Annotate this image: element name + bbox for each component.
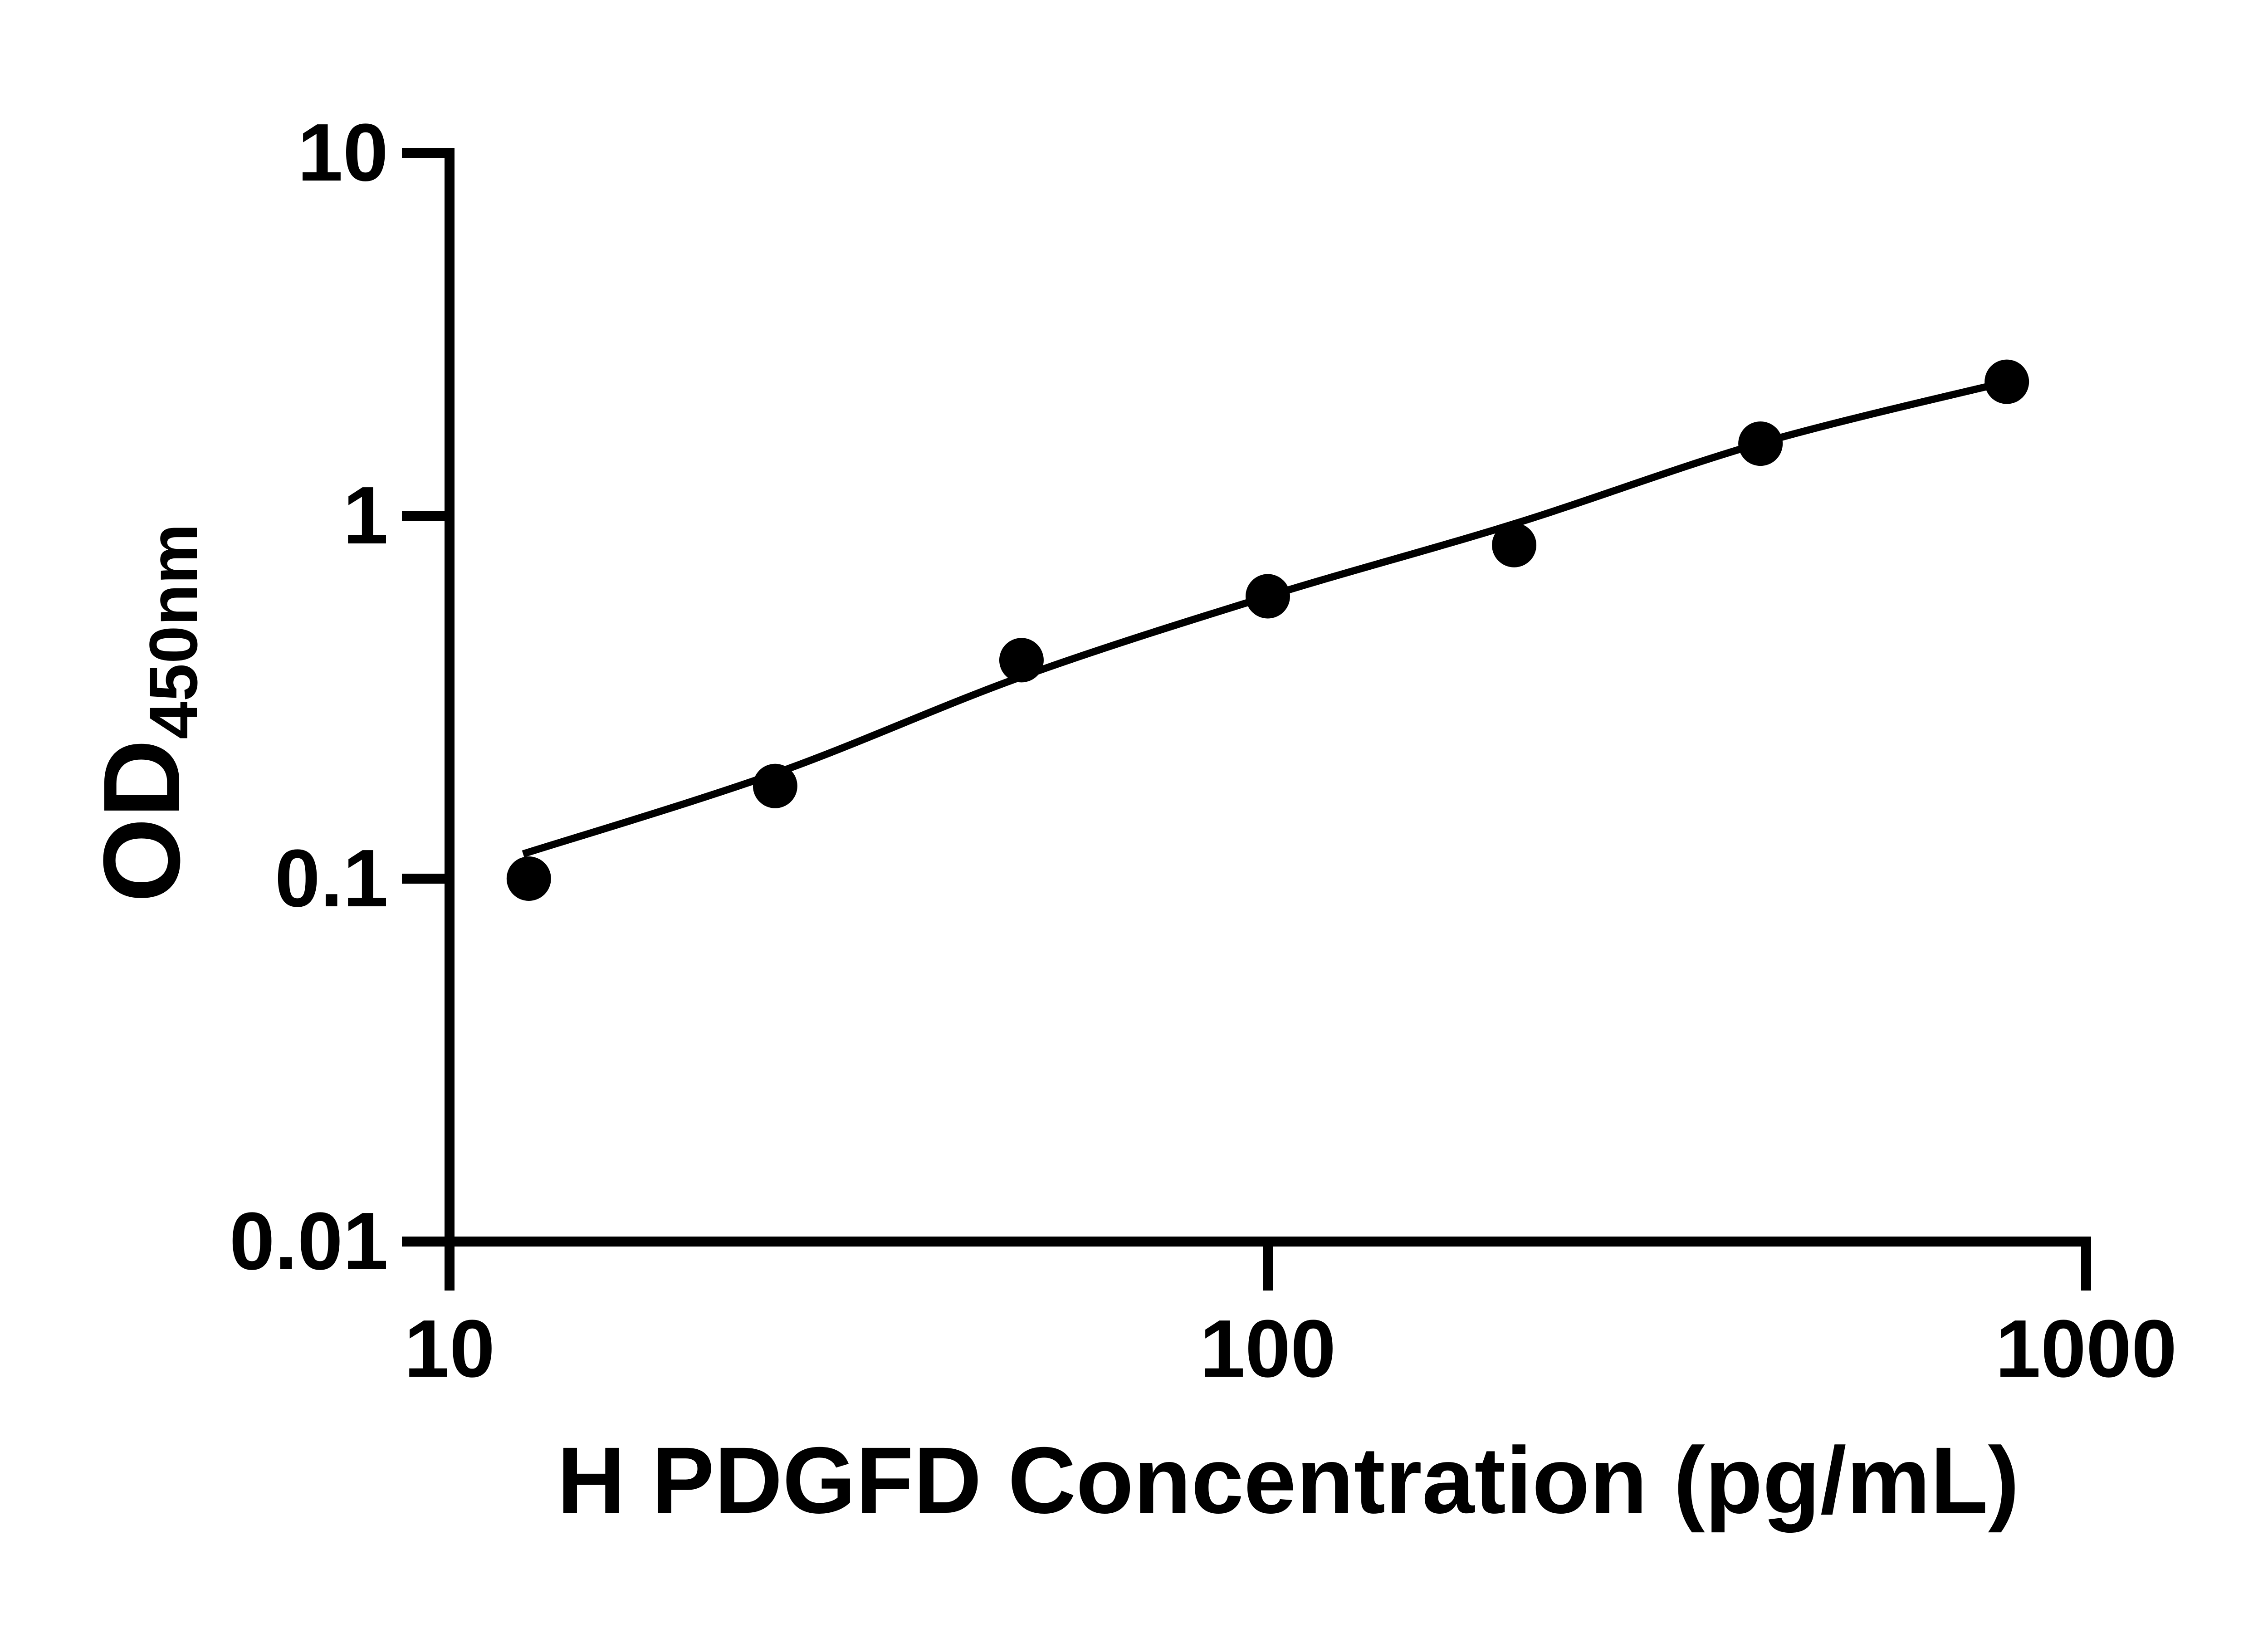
- data-point-12.5pgml: [506, 856, 551, 901]
- data-point-50pgml: [999, 638, 1044, 683]
- y-axis-title-main: OD: [81, 739, 202, 903]
- y-axis-title-subscript: 450nm: [135, 523, 211, 739]
- data-point-800pgml: [1984, 359, 2029, 404]
- x-tick-label-100: 100: [1199, 1303, 1336, 1394]
- y-tick-label-0.1: 0.1: [274, 833, 388, 924]
- x-tick-label-10: 10: [404, 1303, 495, 1394]
- data-point-25pgml: [753, 763, 797, 808]
- data-point-100pgml: [1246, 574, 1290, 619]
- data-point-200pgml: [1492, 523, 1537, 567]
- y-tick-label-10: 10: [297, 107, 388, 198]
- x-tick-label-1000: 1000: [1995, 1303, 2177, 1394]
- data-point-400pgml: [1738, 421, 1783, 466]
- y-tick-label-0.01: 0.01: [229, 1196, 388, 1287]
- x-axis-title: H PDGFD Concentration (pg/mL): [557, 1428, 2019, 1533]
- y-axis-title: OD450nm: [81, 523, 211, 902]
- y-tick-label-1: 1: [342, 470, 388, 561]
